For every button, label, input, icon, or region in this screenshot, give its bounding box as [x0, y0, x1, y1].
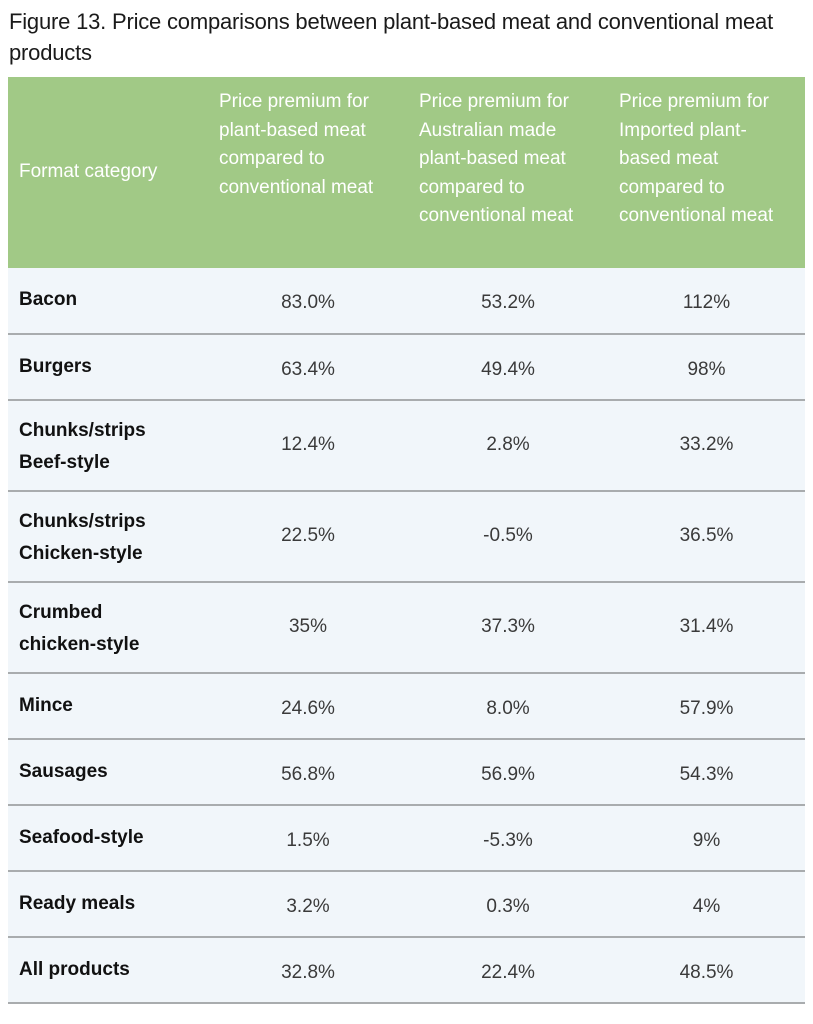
table-row: All products 32.8% 22.4% 48.5% — [8, 937, 805, 1003]
premium-all-cell: 1.5% — [286, 829, 330, 851]
header-format-category: Format category — [19, 161, 158, 183]
header-premium-imported: Price premium for Imported plant-based m… — [619, 91, 774, 226]
price-comparison-table: Format category Price premium for plant-… — [8, 77, 805, 1004]
premium-all-cell: 12.4% — [281, 434, 335, 455]
premium-all-cell: 83.0% — [281, 292, 335, 313]
premium-imported-cell: 31.4% — [679, 616, 734, 637]
format-category-cell: Crumbed chicken-style — [19, 602, 140, 655]
premium-australian-cell: 0.3% — [486, 895, 530, 917]
premium-imported-cell: 54.3% — [679, 763, 734, 785]
premium-all-cell: 35% — [288, 616, 328, 637]
table-row: Burgers 63.4% 49.4% 98% — [8, 334, 805, 400]
table-row: Sausages 56.8% 56.9% 54.3% — [8, 739, 805, 805]
header-premium-all: Price premium for plant-based meat compa… — [219, 91, 374, 198]
premium-imported-cell: 48.5% — [679, 961, 734, 983]
premium-australian-cell: 2.8% — [486, 434, 530, 455]
premium-all-cell: 24.6% — [281, 697, 335, 719]
table-row: Chunks/strips Chicken-style 22.5% -0.5% 36.5… — [8, 491, 805, 582]
premium-imported-cell: 98% — [687, 358, 726, 380]
premium-australian-cell: 37.3% — [481, 616, 535, 637]
table-row: Crumbed chicken-style 35% 37.3% 31.4% — [8, 582, 805, 673]
premium-australian-cell: 53.2% — [481, 292, 535, 313]
header-premium-australian: Price premium for Australian made plant-… — [419, 91, 574, 226]
format-category-cell: Mince — [19, 695, 73, 716]
premium-imported-cell: 4% — [692, 895, 721, 917]
premium-imported-cell: 36.5% — [679, 525, 734, 546]
format-category-cell: Ready meals — [19, 893, 136, 914]
table-row: Mince 24.6% 8.0% 57.9% — [8, 673, 805, 739]
format-category-cell: Seafood-style — [19, 827, 144, 848]
table-row: Seafood-style 1.5% -5.3% 9% — [8, 805, 805, 871]
premium-imported-cell: 112% — [682, 292, 731, 313]
format-category-cell: Bacon — [19, 289, 78, 310]
premium-imported-cell: 33.2% — [679, 434, 734, 455]
format-category-cell: Chunks/strips Beef-style — [19, 420, 146, 473]
premium-all-cell: 22.5% — [281, 525, 335, 546]
format-category-cell: Chunks/strips Chicken-style — [19, 511, 146, 564]
premium-all-cell: 32.8% — [281, 961, 335, 983]
premium-imported-cell: 57.9% — [679, 697, 734, 719]
table-row: Ready meals 3.2% 0.3% 4% — [8, 871, 805, 937]
premium-australian-cell: -5.3% — [483, 829, 533, 851]
premium-imported-cell: 9% — [692, 829, 721, 851]
format-category-cell: Sausages — [19, 761, 108, 782]
format-category-cell: Burgers — [19, 356, 92, 377]
figure-title: Figure 13. Price comparisons between pla… — [9, 9, 774, 65]
premium-all-cell: 63.4% — [281, 358, 335, 380]
premium-australian-cell: 8.0% — [486, 697, 530, 719]
table-row: Bacon 83.0% 53.2% 112% — [8, 268, 805, 334]
premium-australian-cell: 22.4% — [481, 961, 535, 983]
format-category-cell: All products — [19, 959, 130, 980]
premium-australian-cell: 56.9% — [481, 763, 535, 785]
table-row: Chunks/strips Beef-style 12.4% 2.8% 33.2% — [8, 400, 805, 491]
premium-australian-cell: -0.5% — [483, 525, 533, 546]
table-header-row: Format category Price premium for plant-… — [8, 77, 805, 268]
premium-all-cell: 3.2% — [286, 895, 330, 917]
premium-australian-cell: 49.4% — [481, 358, 535, 380]
premium-all-cell: 56.8% — [281, 763, 335, 785]
